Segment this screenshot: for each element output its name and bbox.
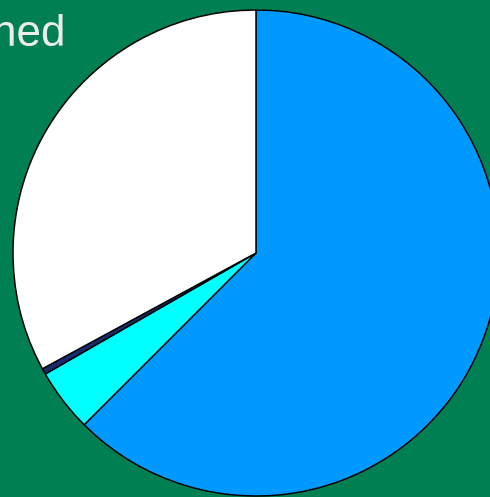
annotation: hed	[0, 7, 65, 56]
pie-slice	[12, 9, 257, 370]
pie-slice	[83, 9, 490, 497]
